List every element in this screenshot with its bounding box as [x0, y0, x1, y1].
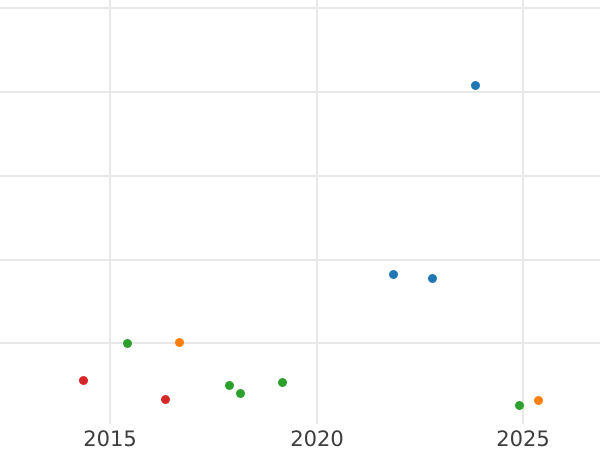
v-gridline — [315, 0, 318, 424]
h-gridline — [0, 258, 600, 261]
v-gridline — [521, 0, 524, 424]
scatter-point-green — [515, 400, 524, 410]
x-tick-label: 2015 — [83, 427, 137, 450]
scatter-point-red — [160, 395, 170, 404]
x-tick-label: 2025 — [496, 427, 550, 450]
scatter-point-blue — [471, 81, 480, 90]
h-gridline — [0, 7, 600, 9]
h-gridline — [0, 91, 600, 93]
scatter-point-blue — [428, 274, 437, 283]
scatter-point-green — [123, 339, 132, 348]
scatter-point-green — [236, 389, 245, 398]
scatter-point-orange — [534, 396, 543, 405]
h-gridline — [0, 174, 600, 177]
scatter-point-blue — [389, 270, 398, 279]
scatter-point-orange — [175, 338, 184, 347]
scatter-point-green — [277, 378, 287, 387]
scatter-point-red — [78, 376, 88, 385]
h-gridline — [0, 342, 600, 344]
scatter-point-green — [225, 381, 234, 390]
v-gridline — [109, 0, 111, 424]
x-tick-label: 2020 — [290, 427, 344, 450]
